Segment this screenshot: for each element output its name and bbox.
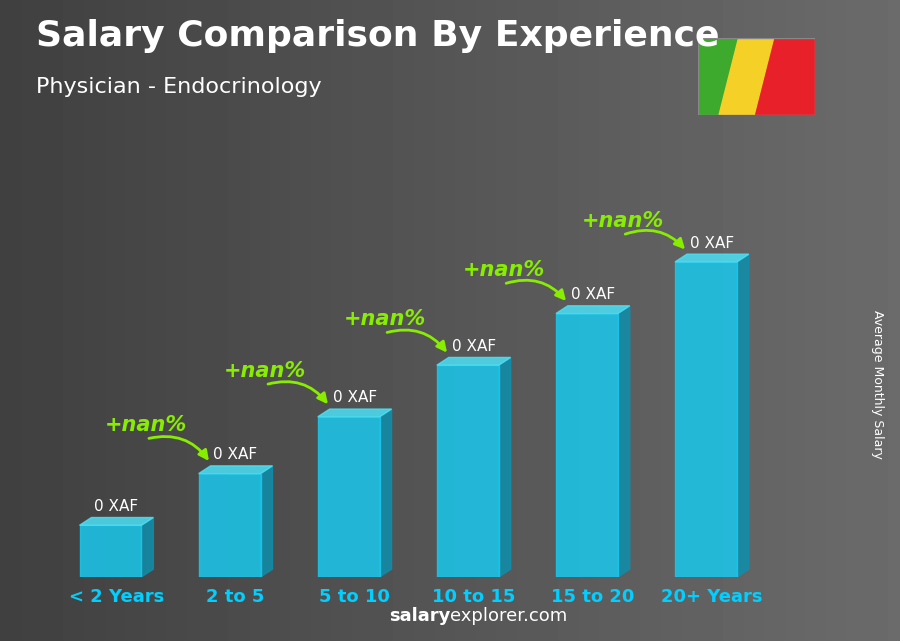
Polygon shape [675,254,749,262]
Text: explorer.com: explorer.com [450,607,567,625]
Bar [556,313,618,577]
Text: 0 XAF: 0 XAF [333,390,377,406]
Text: Average Monthly Salary: Average Monthly Salary [871,310,884,459]
Text: Physician - Endocrinology: Physician - Endocrinology [36,77,321,97]
Text: +nan%: +nan% [343,309,426,329]
Polygon shape [754,38,814,115]
Text: 0 XAF: 0 XAF [452,339,496,354]
Text: 0 XAF: 0 XAF [94,499,139,514]
Text: 0 XAF: 0 XAF [690,235,734,251]
Polygon shape [737,254,749,577]
Polygon shape [318,409,392,417]
Polygon shape [436,358,510,365]
Bar [79,525,141,577]
Polygon shape [199,466,273,474]
Text: 0 XAF: 0 XAF [571,287,615,302]
Polygon shape [556,306,630,313]
Polygon shape [380,409,392,577]
Text: +nan%: +nan% [224,361,307,381]
Text: salary: salary [389,607,450,625]
Polygon shape [499,358,510,577]
Bar [436,365,499,577]
Bar [675,262,737,577]
Polygon shape [618,306,630,577]
Polygon shape [79,517,153,525]
Bar [318,417,380,577]
Text: Salary Comparison By Experience: Salary Comparison By Experience [36,19,719,53]
Polygon shape [698,38,738,115]
Text: +nan%: +nan% [105,415,187,435]
Text: 0 XAF: 0 XAF [213,447,257,462]
Polygon shape [261,466,273,577]
Text: +nan%: +nan% [463,260,544,280]
Polygon shape [719,38,773,115]
Text: +nan%: +nan% [581,211,663,231]
Polygon shape [141,517,153,577]
Bar [199,474,261,577]
